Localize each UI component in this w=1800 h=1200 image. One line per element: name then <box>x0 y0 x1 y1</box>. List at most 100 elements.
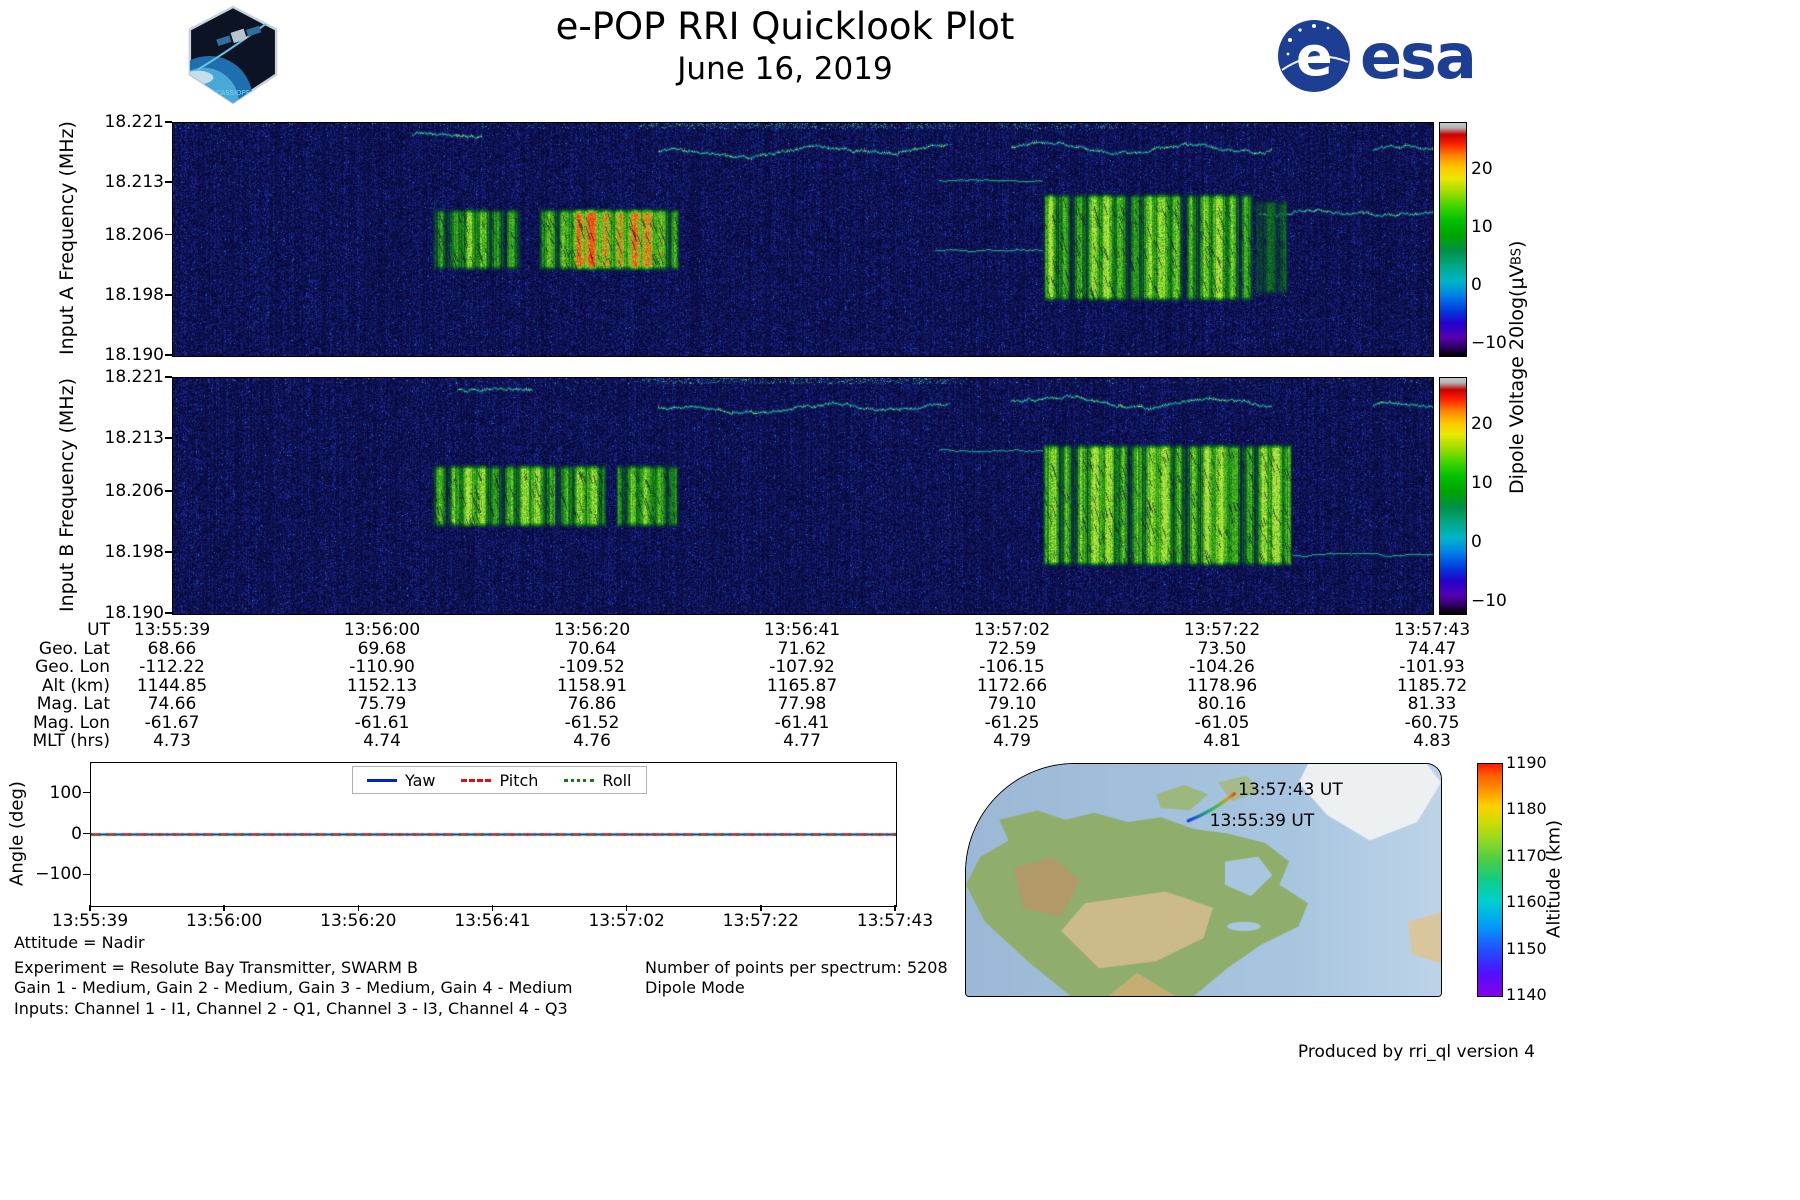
pitch-line-sample <box>461 778 492 782</box>
altitude-colorbar-label: Altitude (km) <box>1543 819 1565 939</box>
ephemeris-value: 75.79 <box>357 694 407 714</box>
time-tick-label: 13:56:20 <box>320 911 397 931</box>
colorbar-label-main: Dipole Voltage 20log(μV <box>1506 264 1528 495</box>
points-note: Number of points per spectrum: 5208 <box>645 958 948 977</box>
patch-earth-cloud <box>189 70 214 85</box>
input-b-colorbar <box>1439 377 1467 615</box>
altitude-colorbar <box>1477 763 1503 997</box>
gain-note: Gain 1 - Medium, Gain 2 - Medium, Gain 3… <box>14 978 573 997</box>
frequency-tick-mark <box>165 612 172 614</box>
ephemeris-value: -107.92 <box>769 657 835 677</box>
colorbar-tick-label: −10 <box>1471 333 1507 354</box>
legend-item-yaw: Yaw <box>367 771 435 790</box>
time-tick-label: 13:56:00 <box>185 911 263 931</box>
ephemeris-row-label: Geo. Lon <box>35 657 110 677</box>
angle-tick-mark <box>83 832 90 835</box>
ephemeris-value: 76.86 <box>567 694 617 714</box>
ephemeris-value: 13:57:02 <box>973 620 1051 640</box>
ephemeris-value: 4.76 <box>573 731 611 751</box>
frequency-tick-label: 18.206 <box>104 481 164 502</box>
ephemeris-value: 4.77 <box>783 731 821 751</box>
ephemeris-value: -61.61 <box>354 712 410 733</box>
ephemeris-value: -60.75 <box>1404 712 1460 733</box>
ephemeris-value: 74.47 <box>1407 638 1457 659</box>
colorbar-label-close: ) <box>1506 240 1528 248</box>
frequency-tick-mark <box>165 376 172 378</box>
ephemeris-value: -106.15 <box>979 657 1045 677</box>
time-tick-label: 13:57:43 <box>856 911 934 931</box>
ephemeris-value: 13:55:39 <box>133 620 211 640</box>
colorbar-tick-label: 0 <box>1471 532 1482 553</box>
ephemeris-value: 80.16 <box>1197 694 1247 714</box>
ephemeris-value: 4.79 <box>993 731 1031 751</box>
input-a-spectrogram-canvas <box>172 122 1434 357</box>
colorbar-tick-label: 0 <box>1471 275 1482 296</box>
ephemeris-value: -110.90 <box>349 657 415 677</box>
ephemeris-value: 81.33 <box>1407 694 1457 714</box>
frequency-tick-label: 18.213 <box>104 172 164 193</box>
cassiope-mission-patch: CASSIOPE <box>188 5 278 105</box>
ephemeris-row-label: UT <box>87 620 110 640</box>
ephemeris-value: 13:56:41 <box>763 620 841 640</box>
ephemeris-value: 13:56:00 <box>343 620 421 640</box>
ephemeris-row-label: Mag. Lon <box>32 712 110 733</box>
ephemeris-row-label: Alt (km) <box>41 675 110 696</box>
ephemeris-value: 1172.66 <box>976 675 1048 696</box>
patch-mission-name: CASSIOPE <box>216 89 250 97</box>
time-tick-label: 13:57:22 <box>722 911 799 931</box>
ephemeris-value: 73.50 <box>1197 638 1247 659</box>
roll-line-sample <box>564 778 595 782</box>
frequency-tick-mark <box>165 121 172 123</box>
frequency-tick-mark <box>165 551 172 553</box>
produced-by-note: Produced by rri_ql version 4 <box>1297 1042 1535 1062</box>
ephemeris-value: 71.62 <box>777 638 827 659</box>
frequency-tick-mark <box>165 490 172 492</box>
ephemeris-value: 13:57:43 <box>1393 620 1471 640</box>
ephemeris-value: 13:57:22 <box>1183 620 1261 640</box>
figure-date: June 16, 2019 <box>677 51 893 87</box>
ephemeris-value: -112.22 <box>139 657 205 677</box>
frequency-tick-label: 18.206 <box>104 224 164 245</box>
mode-note: Dipole Mode <box>645 978 745 997</box>
ephemeris-value: 79.10 <box>987 694 1037 714</box>
ephemeris-row-label: Mag. Lat <box>36 694 110 714</box>
esa-logo: e esa <box>1276 18 1477 94</box>
ephemeris-value: 77.98 <box>777 694 827 714</box>
time-tick-label: 13:57:02 <box>588 911 665 931</box>
colorbar-tick-label: −10 <box>1471 591 1507 612</box>
ephemeris-value: 1178.96 <box>1186 675 1258 696</box>
map-canvas <box>966 764 1441 996</box>
colorbar-label-sub: BS <box>1509 247 1525 265</box>
figure-title: e-POP RRI Quicklook Plot <box>555 5 1015 48</box>
frequency-tick-mark <box>165 354 172 356</box>
input-b-spectrogram-canvas <box>172 377 1434 615</box>
ephemeris-value: -101.93 <box>1399 657 1465 677</box>
legend-item-roll: Roll <box>564 771 632 790</box>
ephemeris-value: 4.81 <box>1203 731 1241 751</box>
ephemeris-value: 74.66 <box>147 694 197 714</box>
esa-wordmark: esa <box>1360 19 1477 93</box>
ephemeris-value: -61.52 <box>564 712 620 733</box>
ephemeris-value: 13:56:20 <box>553 620 631 640</box>
ephemeris-value: 72.59 <box>987 638 1037 659</box>
yaw-line-sample <box>367 778 397 782</box>
patch-earth-highlight <box>189 67 239 104</box>
ephemeris-value: -104.26 <box>1189 657 1255 677</box>
input-b-ylabel: Input B Frequency (MHz) <box>56 378 78 612</box>
patch-orbit-arc <box>197 19 271 71</box>
frequency-tick-label: 18.221 <box>104 112 164 132</box>
colorbar-tick-label: 10 <box>1471 473 1493 494</box>
attitude-legend: Yaw Pitch Roll <box>352 766 647 794</box>
ephemeris-row-label: MLT (hrs) <box>32 731 110 751</box>
ephemeris-value: 1152.13 <box>346 675 418 696</box>
input-a-ylabel: Input A Frequency (MHz) <box>56 121 78 356</box>
yaw-label: Yaw <box>405 770 436 790</box>
ephemeris-value: -61.67 <box>144 712 200 733</box>
attitude-note: Attitude = Nadir <box>14 933 145 952</box>
ephemeris-value: 68.66 <box>147 638 197 659</box>
frequency-tick-mark <box>165 181 172 183</box>
patch-satellite <box>216 25 262 47</box>
angle-tick-mark <box>83 873 90 876</box>
frequency-tick-mark <box>165 437 172 439</box>
